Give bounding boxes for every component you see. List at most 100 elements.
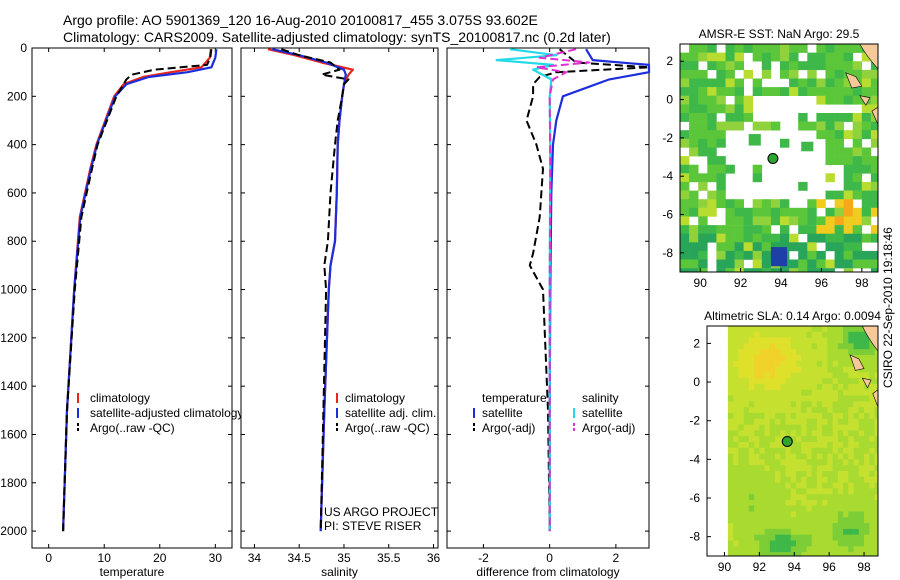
sla-cell	[780, 459, 786, 466]
sla-cell	[837, 436, 844, 443]
sla-cell	[738, 482, 744, 489]
sla-cell	[759, 505, 765, 512]
sst-cell	[816, 95, 826, 105]
sst-cell	[752, 87, 763, 96]
sst-cell	[816, 87, 826, 96]
sla-cell	[775, 528, 781, 536]
sla-cell	[822, 442, 828, 449]
sla-cell	[796, 494, 802, 501]
sla-cell	[837, 546, 844, 553]
sla-cell	[754, 366, 760, 373]
sla-cell	[733, 343, 739, 350]
sla-cell	[822, 459, 828, 466]
sla-cell	[806, 540, 813, 547]
x-tick-label: 90	[718, 560, 732, 574]
sla-cell	[811, 401, 818, 408]
sla-cell	[759, 372, 765, 379]
sla-cell	[869, 488, 875, 495]
sla-cell	[796, 413, 802, 420]
sst-cell	[716, 78, 726, 88]
sla-cell	[764, 442, 771, 449]
sla-cell	[811, 453, 818, 460]
sla-cell	[775, 436, 781, 443]
sst-cell	[752, 164, 763, 174]
sla-cell	[785, 453, 792, 460]
sla-cell	[727, 499, 734, 507]
sla-cell	[748, 552, 755, 557]
sla-cell	[801, 540, 807, 547]
sla-cell	[764, 366, 771, 373]
sst-cell	[816, 130, 826, 140]
sla-cell	[759, 476, 765, 483]
sla-cell	[853, 488, 860, 495]
sla-cell	[790, 407, 797, 414]
sst-cell	[834, 242, 844, 252]
sla-cell	[743, 349, 750, 356]
sst-cell	[870, 233, 879, 243]
sla-cell	[853, 442, 860, 449]
sst-cell	[843, 130, 854, 140]
sla-cell	[858, 546, 865, 553]
sla-cell	[743, 384, 750, 391]
x-axis-label: temperature	[100, 565, 165, 579]
legend-label: Argo(-adj)	[582, 421, 635, 435]
sst-cell	[843, 207, 854, 217]
sst-cell	[707, 147, 717, 157]
sla-cell	[848, 528, 854, 536]
sla-cell	[816, 331, 823, 338]
sla-cell	[837, 465, 844, 472]
sla-cell	[790, 355, 797, 362]
sla-cell	[796, 528, 802, 536]
map-frame	[706, 325, 879, 557]
sla-cell	[733, 482, 739, 489]
sla-cell	[848, 499, 854, 507]
sla-cell	[848, 488, 854, 495]
sla-cell	[858, 430, 865, 437]
sla-cell	[874, 424, 879, 431]
sla-cell	[858, 407, 865, 414]
sla-cell	[727, 343, 734, 350]
sla-cell	[869, 366, 875, 373]
sla-cell	[780, 465, 786, 472]
y-tick-label: 2000	[0, 524, 27, 538]
sla-cell	[769, 436, 776, 443]
sla-cell	[764, 331, 771, 338]
sla-cell	[785, 499, 792, 507]
sla-cell	[853, 384, 860, 391]
sla-cell	[811, 499, 818, 507]
sla-cell	[775, 395, 781, 402]
sla-cell	[864, 505, 870, 512]
sla-cell	[843, 476, 849, 483]
sla-cell	[801, 355, 807, 362]
sst-cell	[707, 52, 717, 62]
sla-cell	[743, 459, 750, 466]
sst-cell	[698, 216, 708, 226]
sla-cell	[806, 523, 813, 530]
sla-cell	[832, 453, 839, 460]
sla-cell	[796, 488, 802, 495]
sla-cell	[796, 436, 802, 443]
sla-cell	[801, 424, 807, 431]
sla-cell	[785, 447, 792, 454]
sst-cell	[780, 207, 790, 217]
sla-cell	[733, 366, 739, 373]
sst-cell	[807, 87, 817, 96]
sst-cell	[680, 268, 690, 273]
sst-cell	[798, 121, 808, 131]
sst-cell	[689, 242, 699, 252]
sla-cell	[864, 476, 870, 483]
sla-cell	[816, 430, 823, 437]
sla-cell	[738, 384, 744, 391]
sla-cell	[816, 355, 823, 362]
sla-cell	[837, 418, 844, 425]
sst-cell	[725, 61, 735, 71]
sla-cell	[874, 442, 879, 449]
sla-cell	[764, 459, 771, 466]
sst-cell	[852, 61, 863, 71]
sst-cell	[743, 207, 753, 217]
sla-cell	[806, 476, 813, 483]
sla-cell	[811, 407, 818, 414]
y-tick-label: 2	[666, 54, 673, 68]
sla-cell	[801, 511, 807, 518]
sla-cell	[785, 326, 792, 333]
